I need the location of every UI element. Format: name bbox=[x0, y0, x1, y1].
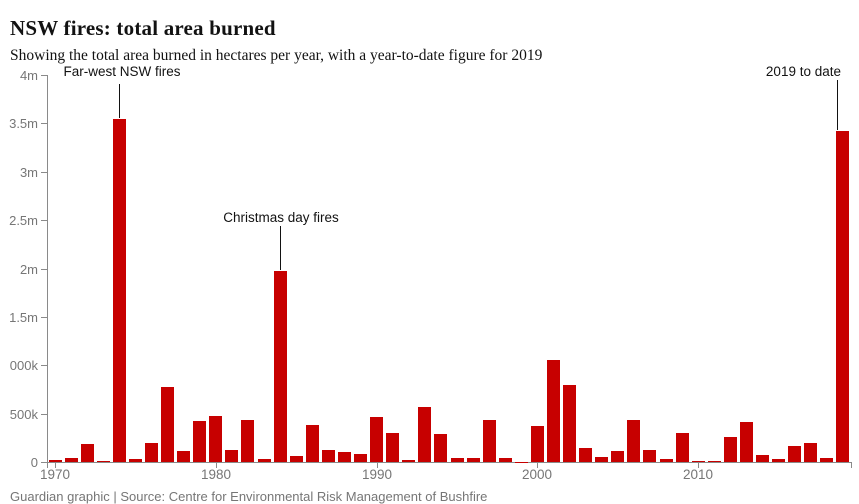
y-axis-tick-label: 3.5m bbox=[0, 117, 38, 130]
bar-2003 bbox=[579, 448, 592, 462]
bar-1979 bbox=[193, 421, 206, 462]
y-axis bbox=[47, 75, 48, 462]
x-axis-tick-label: 1990 bbox=[347, 468, 407, 482]
y-axis-tick-label: 4m bbox=[0, 69, 38, 82]
bar-1987 bbox=[322, 450, 335, 462]
bar-2014 bbox=[756, 455, 769, 462]
y-axis-tick-label: 3m bbox=[0, 166, 38, 179]
bar-1986 bbox=[306, 425, 319, 462]
bar-1970 bbox=[49, 460, 62, 462]
bar-1984 bbox=[274, 271, 287, 462]
bar-2015 bbox=[772, 459, 785, 462]
y-axis-tick bbox=[41, 75, 47, 76]
y-axis-tick bbox=[41, 269, 47, 270]
bar-1988 bbox=[338, 452, 351, 462]
bar-1995 bbox=[451, 458, 464, 462]
bar-2000 bbox=[531, 426, 544, 462]
y-axis-tick bbox=[41, 414, 47, 415]
x-axis-tick-label: 2010 bbox=[668, 468, 728, 482]
bar-1990 bbox=[370, 417, 383, 462]
y-axis-tick bbox=[41, 317, 47, 318]
bar-2006 bbox=[627, 420, 640, 462]
annotation-leader-line bbox=[119, 84, 120, 118]
bar-1992 bbox=[402, 460, 415, 462]
annotation-leader-line bbox=[837, 80, 838, 130]
bar-1973 bbox=[97, 461, 110, 462]
y-axis-tick bbox=[41, 123, 47, 124]
annotation-leader-line bbox=[280, 226, 281, 270]
x-axis-tick-label: 1980 bbox=[186, 468, 246, 482]
bar-1998 bbox=[499, 458, 512, 462]
y-axis-tick-label: 500k bbox=[0, 408, 38, 421]
bar-1977 bbox=[161, 387, 174, 462]
x-axis bbox=[47, 462, 852, 463]
bar-1972 bbox=[81, 444, 94, 462]
bar-1976 bbox=[145, 443, 158, 462]
bar-2008 bbox=[660, 459, 673, 462]
bar-2004 bbox=[595, 457, 608, 462]
y-axis-tick bbox=[41, 365, 47, 366]
bar-1996 bbox=[467, 458, 480, 462]
bar-1983 bbox=[258, 459, 271, 462]
bar-1971 bbox=[65, 458, 78, 462]
bar-2011 bbox=[708, 461, 721, 462]
annotation-label: Far-west NSW fires bbox=[63, 64, 180, 79]
bar-1975 bbox=[129, 459, 142, 462]
bar-2009 bbox=[676, 433, 689, 462]
bar-1997 bbox=[483, 420, 496, 462]
bar-2007 bbox=[643, 450, 656, 462]
bar-2017 bbox=[804, 443, 817, 462]
x-axis-end-tick bbox=[851, 463, 852, 468]
bar-2002 bbox=[563, 385, 576, 462]
bar-1994 bbox=[434, 434, 447, 462]
bar-1974 bbox=[113, 119, 126, 462]
bar-1978 bbox=[177, 451, 190, 462]
bar-2016 bbox=[788, 446, 801, 462]
bar-2005 bbox=[611, 451, 624, 462]
source-credit: Guardian graphic | Source: Centre for En… bbox=[10, 489, 487, 504]
bar-2019 bbox=[836, 131, 849, 462]
bar-1989 bbox=[354, 454, 367, 462]
bar-1993 bbox=[418, 407, 431, 462]
y-axis-tick-label: 2.5m bbox=[0, 214, 38, 227]
bar-1980 bbox=[209, 416, 222, 462]
bar-1985 bbox=[290, 456, 303, 462]
x-axis-tick-label: 2000 bbox=[507, 468, 567, 482]
y-axis-tick-label: 1.5m bbox=[0, 311, 38, 324]
bar-1982 bbox=[241, 420, 254, 462]
bar-2012 bbox=[724, 437, 737, 462]
bar-2018 bbox=[820, 458, 833, 462]
bar-2010 bbox=[692, 461, 705, 462]
y-axis-tick-label: 000k bbox=[0, 359, 38, 372]
bar-2013 bbox=[740, 422, 753, 462]
annotation-label: 2019 to date bbox=[766, 64, 841, 79]
y-axis-tick bbox=[41, 172, 47, 173]
x-axis-tick-label: 1970 bbox=[25, 468, 85, 482]
annotation-label: Christmas day fires bbox=[223, 210, 339, 225]
bar-1991 bbox=[386, 433, 399, 462]
bar-2001 bbox=[547, 360, 560, 462]
y-axis-tick bbox=[41, 220, 47, 221]
y-axis-tick-label: 2m bbox=[0, 263, 38, 276]
bar-1981 bbox=[225, 450, 238, 462]
